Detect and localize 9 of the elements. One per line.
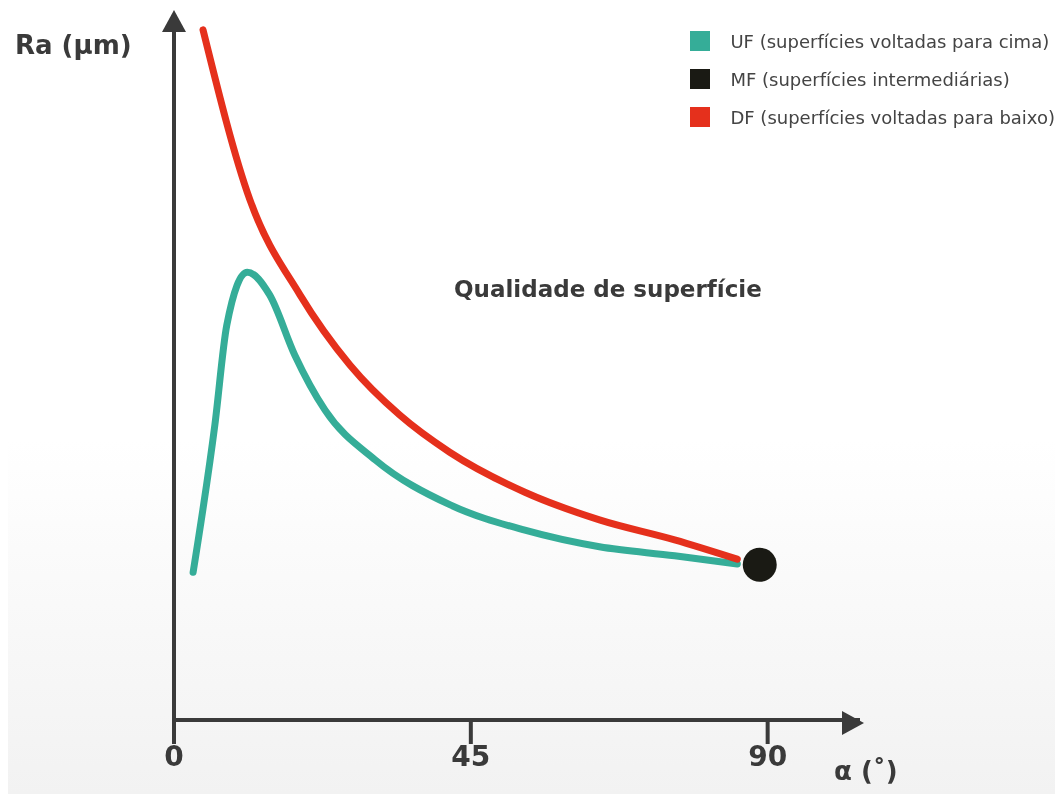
x-tick-label: 90 — [748, 739, 788, 773]
legend-label: UF (superfícies voltadas para cima) — [730, 30, 1050, 52]
legend-label: MF (superfícies intermediárias) — [730, 68, 1010, 90]
x-tick-label: 45 — [451, 739, 491, 773]
y-axis-title: Ra (µm) — [15, 30, 132, 60]
legend-label: DF (superfícies voltadas para baixo) — [730, 106, 1055, 128]
annotation: Qualidade de superfície — [454, 276, 762, 302]
x-tick-label: 0 — [164, 739, 184, 773]
x-axis-title: α (˚) — [834, 756, 898, 786]
